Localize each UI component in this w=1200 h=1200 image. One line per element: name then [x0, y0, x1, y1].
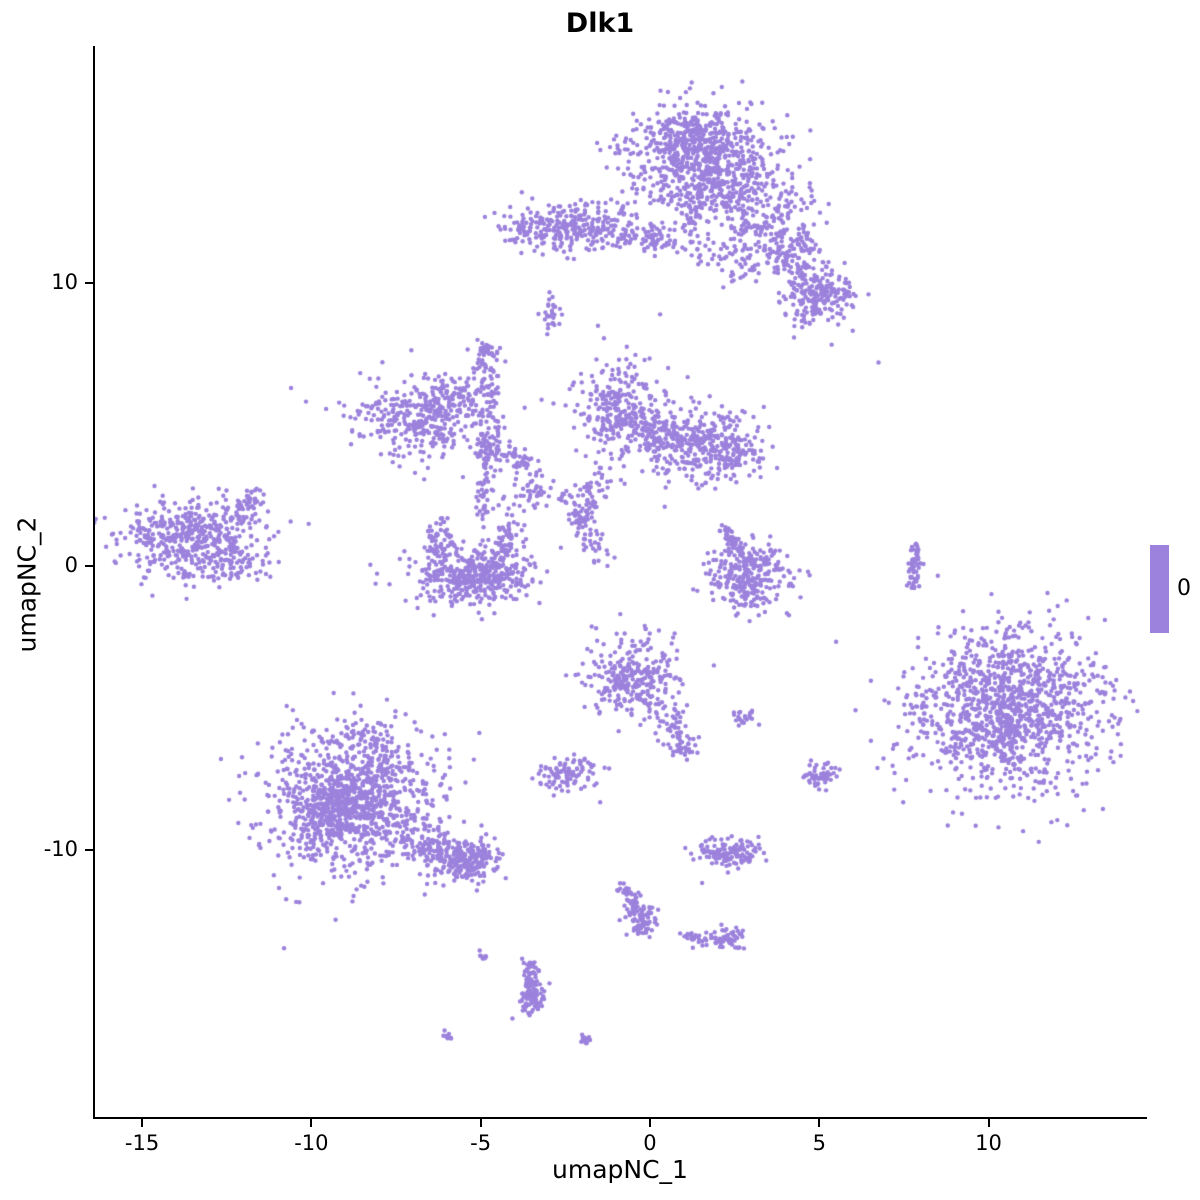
x-tick-label: -10	[294, 1131, 329, 1155]
x-tick-mark	[141, 1119, 144, 1127]
y-tick-label: -10	[43, 836, 78, 861]
x-tick-label: 0	[643, 1131, 657, 1155]
y-axis-line	[93, 46, 95, 1119]
x-tick-mark	[479, 1119, 482, 1127]
x-tick-mark	[310, 1119, 313, 1127]
legend-label: 0	[1177, 576, 1191, 601]
x-tick-label: 10	[975, 1131, 1002, 1155]
legend-colorbar	[1150, 545, 1169, 633]
plot-title: Dlk1	[565, 8, 635, 39]
y-tick-mark	[85, 848, 93, 851]
x-tick-mark	[987, 1119, 990, 1127]
x-tick-label: 5	[812, 1131, 826, 1155]
x-axis-line	[93, 1117, 1147, 1119]
y-tick-label: 10	[51, 270, 78, 295]
y-axis-title: umapNC_2	[12, 516, 42, 653]
x-tick-label: -15	[124, 1131, 160, 1155]
x-tick-label: -5	[470, 1131, 492, 1155]
y-tick-label: 0	[64, 553, 78, 578]
x-tick-mark	[818, 1119, 821, 1127]
x-tick-mark	[648, 1119, 651, 1127]
y-tick-mark	[85, 565, 93, 568]
y-tick-mark	[85, 282, 93, 285]
x-axis-title: umapNC_1	[552, 1155, 688, 1184]
